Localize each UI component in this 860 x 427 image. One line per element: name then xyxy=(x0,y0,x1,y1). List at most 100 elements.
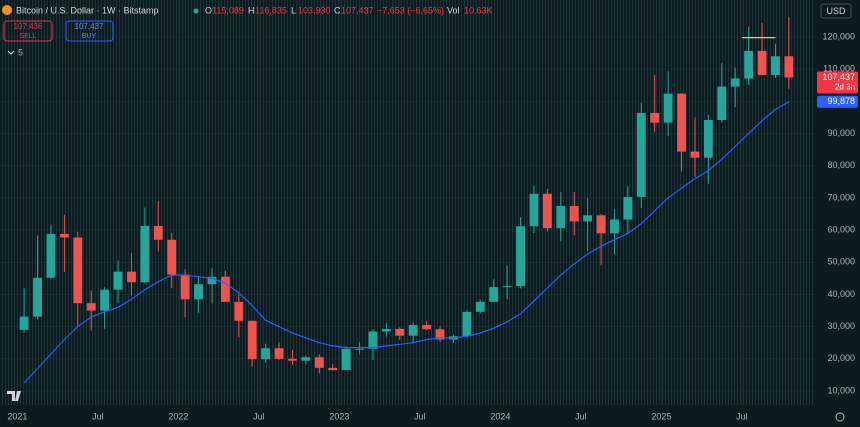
market-status xyxy=(193,8,199,14)
candle-body xyxy=(529,193,539,227)
price-tag-label: 99,878 xyxy=(827,96,855,106)
ohlc-values: O 115,089 H 116,835 L 103,930 C 107,437 −7,653 (… xyxy=(205,5,493,15)
candle-body xyxy=(355,348,364,350)
candle-body xyxy=(650,112,660,123)
price-tag-countdown: 2d 3h xyxy=(835,83,855,92)
x-tick-label: Jul xyxy=(253,411,265,421)
candle-body xyxy=(113,271,123,290)
candle-body xyxy=(274,348,284,359)
ohlc-value: 115,089 xyxy=(212,5,244,15)
y-tick-label: 20,000 xyxy=(827,353,855,363)
candle-body xyxy=(596,215,606,234)
sell-price: 107,436 xyxy=(14,22,43,31)
candle-body xyxy=(502,286,512,288)
buy-label: BUY xyxy=(82,33,97,40)
x-tick-label: Jul xyxy=(575,411,587,421)
y-tick-label: 70,000 xyxy=(827,192,855,202)
candle-body xyxy=(220,276,230,302)
candle-body xyxy=(623,196,633,220)
buy-button[interactable] xyxy=(65,20,114,42)
price-axis-bg xyxy=(815,0,860,427)
price-tag xyxy=(817,71,858,94)
y-tick-label: 60,000 xyxy=(827,224,855,234)
candle-body xyxy=(140,225,150,283)
candle-body xyxy=(784,56,794,78)
candle-body xyxy=(690,151,700,158)
y-tick-label: 80,000 xyxy=(827,160,855,170)
change: −7,653 (−6.65%) xyxy=(377,5,444,15)
ohlc-value: 103,930 xyxy=(298,5,331,15)
sell-button[interactable] xyxy=(3,20,53,42)
candle-body xyxy=(46,233,56,278)
candle-body xyxy=(395,328,405,336)
candle-body xyxy=(153,225,163,240)
currency[interactable]: USD xyxy=(826,6,846,16)
x-tick-label: Jul xyxy=(92,411,104,421)
candle-body xyxy=(516,226,525,287)
volume-key: Vol xyxy=(447,5,460,15)
logo[interactable] xyxy=(7,391,21,401)
x-tick-label: 2022 xyxy=(168,411,188,421)
price-tag xyxy=(817,95,858,108)
candle-body xyxy=(59,233,69,238)
candle-body xyxy=(703,120,713,158)
ohlc-key: H xyxy=(248,5,255,15)
currency-button[interactable] xyxy=(820,3,852,19)
candle-body xyxy=(569,205,579,222)
candle-body xyxy=(542,193,552,229)
candle-body xyxy=(341,348,351,371)
candle-body xyxy=(261,348,271,360)
candle-body xyxy=(127,271,136,283)
sell-label: SELL xyxy=(19,33,36,40)
symbol[interactable]: Bitcoin / U.S. Dollar · 1W · Bitstamp xyxy=(16,5,159,15)
candle-body xyxy=(462,311,472,337)
y-tick-label: 90,000 xyxy=(827,128,855,138)
candle-body xyxy=(583,215,593,222)
plot-area xyxy=(0,0,815,405)
candle-body xyxy=(744,50,754,79)
y-tick-label: 30,000 xyxy=(827,321,855,331)
candle-body xyxy=(328,367,338,371)
candle-body xyxy=(475,301,485,312)
indicators-chevron[interactable] xyxy=(7,50,15,55)
candle-body xyxy=(610,219,619,234)
x-tick-label: 2021 xyxy=(7,411,27,421)
candle-body xyxy=(368,331,378,349)
y-tick-label: 10,000 xyxy=(827,385,855,395)
buy-price: 107,437 xyxy=(75,22,104,31)
candle-body xyxy=(489,287,499,302)
ohlc-key: L xyxy=(291,5,296,15)
price-tag-label: 107,437 xyxy=(822,72,855,82)
settings-icon[interactable] xyxy=(835,412,845,422)
ohlc-key: O xyxy=(205,5,212,15)
x-tick-label: 2024 xyxy=(490,411,510,421)
candle-body xyxy=(86,303,96,311)
candle-body xyxy=(435,329,445,340)
x-tick-label: 2023 xyxy=(329,411,349,421)
candle-body xyxy=(408,325,418,336)
moving-average xyxy=(23,101,790,384)
candle-body xyxy=(288,358,297,361)
candle-body xyxy=(422,325,432,330)
x-tick-label: Jul xyxy=(414,411,426,421)
candle-body xyxy=(194,284,203,300)
candle-body xyxy=(247,320,257,360)
volume: 10.63K xyxy=(464,5,493,15)
candle-body xyxy=(757,50,767,75)
ohlc-key: C xyxy=(334,5,341,15)
y-tick-label: 110,000 xyxy=(823,64,855,74)
ohlc-value: 116,835 xyxy=(255,5,287,15)
candle-body xyxy=(207,276,217,285)
indicators-count[interactable]: 5 xyxy=(18,47,23,57)
candle-body xyxy=(730,78,740,87)
candle-body xyxy=(301,357,311,361)
y-tick-label: 120,000 xyxy=(822,31,855,41)
coin-icon xyxy=(2,5,12,15)
candle-body xyxy=(234,301,244,321)
candle-body xyxy=(73,237,83,304)
time-axis-bg xyxy=(0,405,860,427)
ohlc-value: 107,437 xyxy=(341,5,374,15)
candle-body xyxy=(33,277,42,317)
x-tick-label: Jul xyxy=(736,411,748,421)
